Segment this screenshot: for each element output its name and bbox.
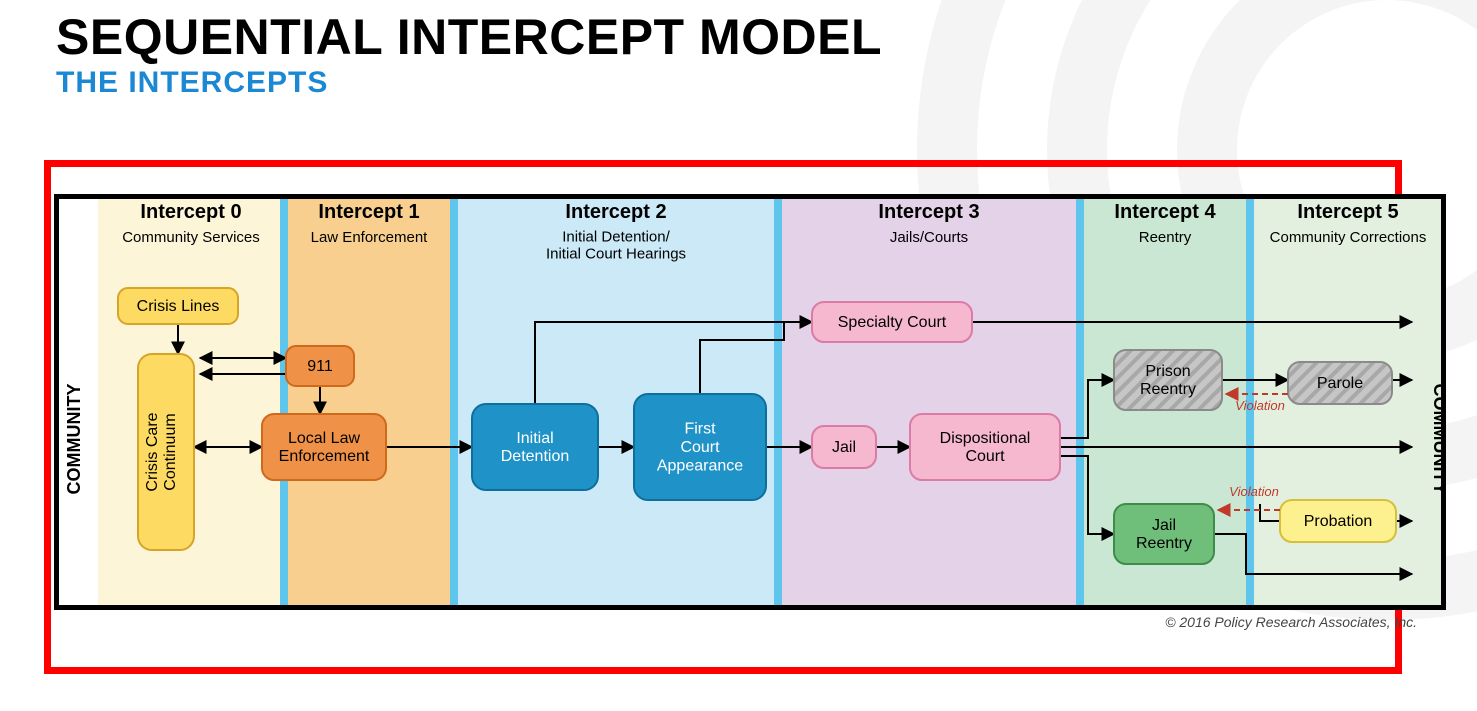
page-title: SEQUENTIAL INTERCEPT MODEL (56, 8, 882, 66)
violation-label-0: Violation (1235, 398, 1285, 413)
node-label-probation: Probation (1304, 513, 1373, 530)
column-c3 (778, 194, 1080, 610)
column-title-c4: Intercept 4 (1114, 201, 1216, 223)
column-subtitle-c1: Law Enforcement (311, 229, 429, 246)
node-label-spec_court: Specialty Court (838, 314, 947, 331)
page-root: SEQUENTIAL INTERCEPT MODEL THE INTERCEPT… (0, 0, 1477, 711)
column-subtitle-c4: Reentry (1139, 229, 1192, 246)
node-local_law (262, 414, 386, 480)
node-label-prison_reentry: PrisonReentry (1140, 363, 1196, 398)
node-init_det (472, 404, 598, 490)
column-title-c5: Intercept 5 (1297, 201, 1398, 223)
title-block: SEQUENTIAL INTERCEPT MODEL THE INTERCEPT… (56, 8, 882, 100)
node-label-local_law: Local LawEnforcement (279, 430, 370, 465)
side-label-0: COMMUNITY (64, 384, 84, 495)
node-label-nine11: 911 (307, 358, 333, 375)
node-disp_court (910, 414, 1060, 480)
footer-credit: © 2016 Policy Research Associates, Inc. (1165, 614, 1417, 630)
column-title-c0: Intercept 0 (140, 201, 241, 223)
column-title-c3: Intercept 3 (878, 201, 979, 223)
violation-label-1: Violation (1229, 484, 1279, 499)
node-label-parole: Parole (1317, 375, 1363, 392)
column-subtitle-c3: Jails/Courts (890, 229, 968, 246)
node-prison_reentry (1114, 350, 1222, 410)
node-jail_reentry (1114, 504, 1214, 564)
column-subtitle-c5: Community Corrections (1270, 229, 1427, 246)
node-label-crisis_care: Crisis CareContinuum (144, 412, 179, 491)
column-c1 (284, 194, 454, 610)
column-title-c2: Intercept 2 (565, 201, 666, 223)
side-label-1: COMMUNITY (1430, 384, 1446, 495)
column-title-c1: Intercept 1 (318, 201, 419, 223)
page-subtitle: THE INTERCEPTS (56, 66, 882, 100)
intercept-diagram: Intercept 0 Community Services Intercept 1… (54, 194, 1446, 610)
column-subtitle-c0: Community Services (122, 229, 260, 246)
node-label-jail: Jail (832, 439, 856, 456)
column-subtitle-c2: Initial Detention/Initial Court Hearings (546, 228, 686, 262)
node-label-crisis_lines: Crisis Lines (137, 298, 220, 315)
